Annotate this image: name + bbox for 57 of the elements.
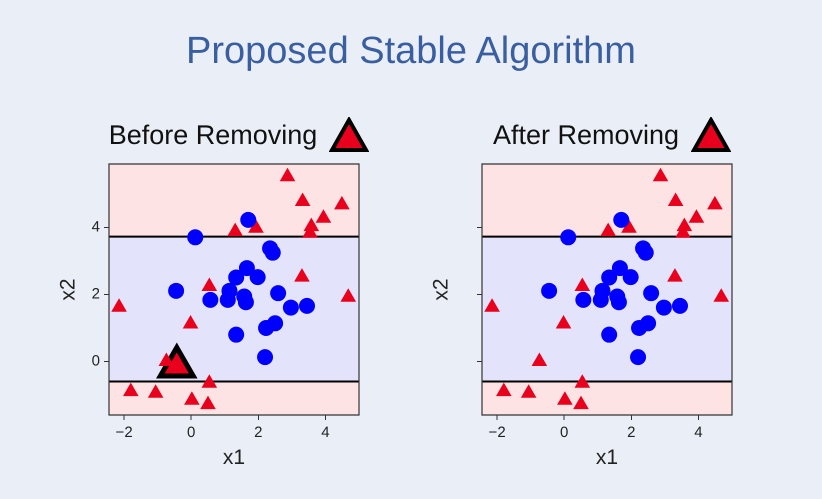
x-tick-label: 2 xyxy=(627,424,636,442)
point xyxy=(496,382,512,396)
point xyxy=(630,349,646,366)
point xyxy=(202,374,218,388)
point xyxy=(601,326,618,343)
point xyxy=(573,396,589,410)
x-axis-title: x1 xyxy=(596,446,618,470)
point xyxy=(184,391,200,405)
point xyxy=(640,315,656,332)
point xyxy=(560,229,576,246)
x-tick-label: 0 xyxy=(187,424,196,442)
x-tick-label: 4 xyxy=(694,424,703,442)
point xyxy=(574,374,590,388)
point xyxy=(672,298,688,314)
point xyxy=(622,269,639,286)
point xyxy=(257,349,274,366)
x-tick-label: 2 xyxy=(254,424,262,442)
point xyxy=(148,384,164,398)
chart-title: Before Removing xyxy=(108,120,318,150)
point xyxy=(601,269,618,286)
point xyxy=(200,396,216,410)
point xyxy=(282,300,299,316)
y-axis-title: x2 xyxy=(429,278,452,301)
x-tick-label: 0 xyxy=(560,424,568,442)
point xyxy=(612,260,628,276)
y-tick-label: 0 xyxy=(92,352,100,370)
point xyxy=(238,260,255,276)
point xyxy=(532,352,548,366)
point xyxy=(250,269,266,286)
point xyxy=(202,292,218,308)
point xyxy=(557,391,573,405)
y-axis-title: x2 xyxy=(56,278,80,301)
point xyxy=(123,382,139,396)
y-tick-label: 4 xyxy=(92,218,100,236)
point xyxy=(270,285,286,302)
point xyxy=(228,269,244,286)
point xyxy=(643,285,660,302)
point xyxy=(541,282,558,299)
point xyxy=(520,384,536,398)
y-tick-label: 2 xyxy=(92,286,100,303)
point xyxy=(264,244,281,261)
point xyxy=(267,315,284,332)
point xyxy=(613,212,630,228)
point xyxy=(187,229,204,246)
text: Proposed Stable Algorithm xyxy=(186,30,636,72)
chart-title: After Removing xyxy=(492,120,680,150)
x-tick-label: −2 xyxy=(488,424,506,442)
x-tick-label: −2 xyxy=(116,424,133,442)
point xyxy=(168,282,184,299)
point xyxy=(298,298,315,314)
point xyxy=(575,292,592,308)
x-tick-label: 4 xyxy=(321,424,330,442)
point xyxy=(240,212,256,228)
point xyxy=(656,300,672,316)
x-axis-title: x1 xyxy=(222,446,246,470)
point xyxy=(638,244,654,261)
point xyxy=(228,326,244,343)
